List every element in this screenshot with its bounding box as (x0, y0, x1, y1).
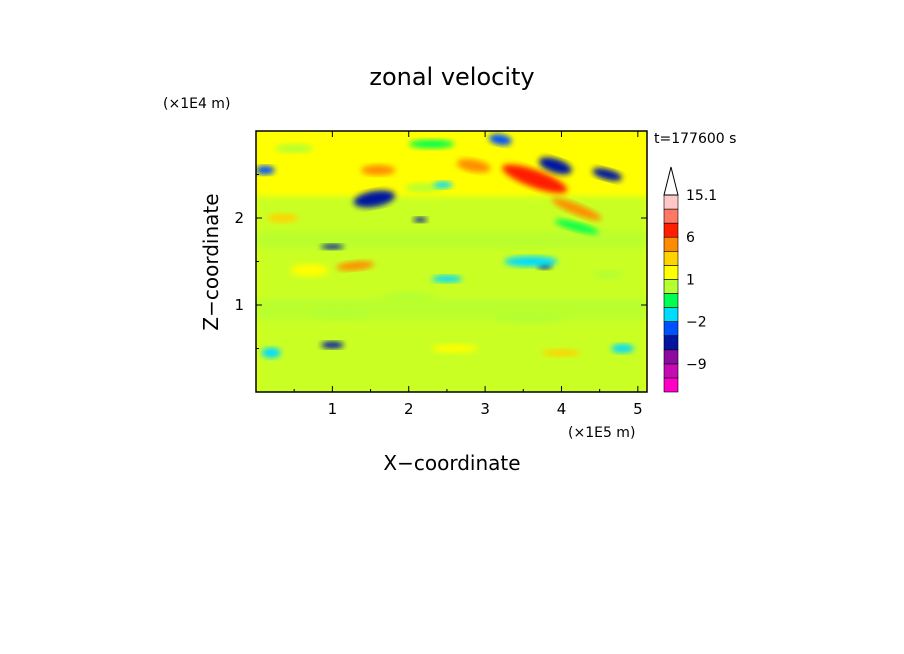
y-tick-label: 1 (234, 296, 244, 314)
colorbar-segment (663, 363, 679, 379)
contour-feature (431, 275, 463, 283)
x-scale-label: (×1E5 m) (568, 425, 635, 441)
contour-feature (275, 144, 314, 153)
contour-feature (611, 344, 635, 353)
colorbar-segment (663, 250, 679, 266)
x-tick-label: 4 (557, 400, 567, 418)
colorbar-segment (663, 377, 679, 393)
time-label: t=177600 s (654, 131, 736, 147)
contour-feature (413, 217, 428, 223)
colorbar-segment (663, 349, 679, 365)
contour-feature (551, 198, 602, 221)
chart-title: zonal velocity (369, 63, 534, 91)
colorbar-segment (663, 335, 679, 351)
contour-feature (336, 261, 375, 271)
x-tick-label: 5 (633, 400, 643, 418)
colorbar-segment (663, 293, 679, 308)
contour-feature (309, 308, 371, 319)
x-tick-label: 1 (328, 400, 338, 418)
colorbar: 15.1 6 1 −2 −9 (663, 166, 717, 393)
background-band (256, 231, 647, 249)
x-tick-label: 2 (404, 400, 414, 418)
y-axis-label: Z−coordinate (199, 193, 223, 330)
colorbar-segment (663, 307, 679, 322)
colorbar-extend-arrow (663, 166, 679, 196)
contour-feature (592, 270, 623, 279)
contour-feature (489, 134, 512, 146)
background-band (256, 298, 647, 321)
x-axis-ticks: 1 2 3 4 5 (293, 131, 643, 418)
colorbar-label: 15.1 (686, 188, 717, 204)
colorbar-segment (663, 321, 679, 337)
plot-area (256, 131, 647, 392)
contour-feature (382, 291, 436, 301)
contour-feature (320, 244, 344, 250)
contour-feature (408, 139, 455, 149)
colorbar-label: −2 (686, 315, 707, 331)
contour-feature (554, 219, 599, 234)
contour-features (256, 134, 647, 392)
contour-feature (256, 165, 275, 175)
y-scale-label: (×1E4 m) (163, 96, 230, 112)
y-axis-ticks: 12 (234, 174, 647, 349)
contour-feature (542, 349, 581, 357)
colorbar-label: 1 (686, 272, 695, 288)
contour-feature (433, 181, 453, 189)
contour-feature (538, 157, 572, 175)
contour-feature (261, 347, 281, 359)
contour-feature (290, 263, 329, 277)
contour-feature (502, 164, 568, 194)
colorbar-label: 6 (686, 230, 695, 246)
x-tick-label: 3 (480, 400, 490, 418)
colorbar-segment (663, 279, 679, 294)
contour-feature (361, 164, 396, 176)
y-tick-label: 2 (234, 209, 244, 227)
contour-feature (504, 256, 558, 267)
colorbar-label: −9 (686, 357, 707, 373)
contour-feature (353, 190, 396, 208)
contour-feature (320, 341, 344, 349)
contour-feature (431, 344, 478, 353)
colorbar-segment (663, 194, 679, 210)
contour-feature (267, 213, 299, 223)
colorbar-segment (663, 236, 679, 252)
colorbar-segment (663, 265, 679, 280)
contour-feature (456, 159, 491, 173)
contour-feature (496, 312, 566, 324)
x-axis-label: X−coordinate (383, 451, 520, 475)
contour-feature (592, 168, 623, 181)
colorbar-segment (663, 208, 679, 224)
contour-feature (404, 183, 444, 192)
colorbar-segment (663, 222, 679, 238)
